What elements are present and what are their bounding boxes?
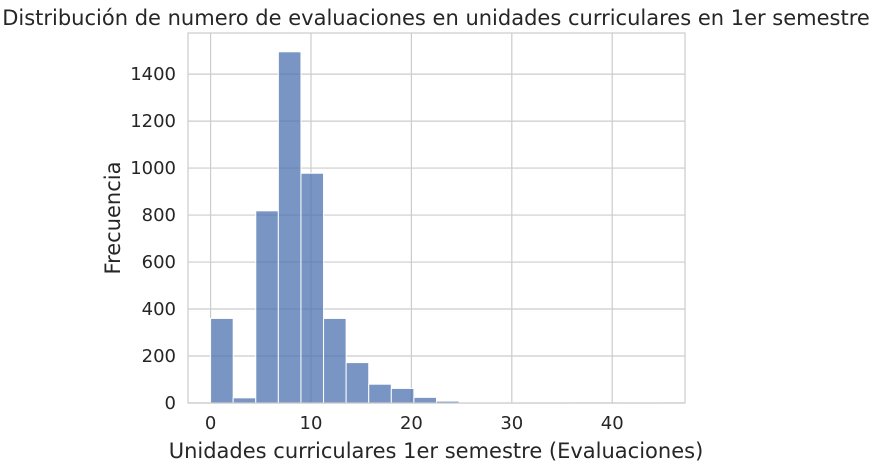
y-tick-labels: 0 200 400 600 800 1000 1200 1400 [130, 64, 176, 414]
histogram-bar [368, 383, 392, 404]
histogram-bar [390, 387, 415, 404]
chart-title: Distribución de numero de evaluaciones e… [2, 6, 870, 30]
x-tick-label: 20 [400, 413, 423, 434]
y-tick-label: 1400 [130, 64, 176, 85]
x-tick-label: 30 [500, 413, 523, 434]
y-axis-label: Frecuencia [101, 162, 125, 275]
y-tick-label: 200 [142, 346, 176, 367]
histogram-bars [210, 51, 663, 404]
histogram-bar [210, 317, 234, 404]
x-tick-label: 40 [601, 413, 624, 434]
histogram-bar [232, 397, 257, 404]
y-tick-label: 1200 [130, 111, 176, 132]
y-tick-label: 800 [142, 205, 176, 226]
histogram-bar [413, 396, 437, 404]
histogram-bar [323, 317, 347, 404]
histogram-bar [300, 172, 325, 404]
histogram-bar [277, 51, 302, 404]
histogram-bar [255, 210, 279, 404]
histogram-bar [345, 362, 370, 404]
y-tick-label: 0 [165, 393, 176, 414]
x-tick-label: 0 [205, 413, 216, 434]
plot-area-frame [187, 32, 686, 404]
x-axis-label: Unidades curriculares 1er semestre (Eval… [169, 439, 704, 463]
x-tick-label: 10 [300, 413, 323, 434]
x-tick-labels: 0 10 20 30 40 [205, 413, 624, 434]
y-tick-label: 600 [142, 252, 176, 273]
y-tick-label: 1000 [130, 158, 176, 179]
y-tick-label: 400 [142, 299, 176, 320]
